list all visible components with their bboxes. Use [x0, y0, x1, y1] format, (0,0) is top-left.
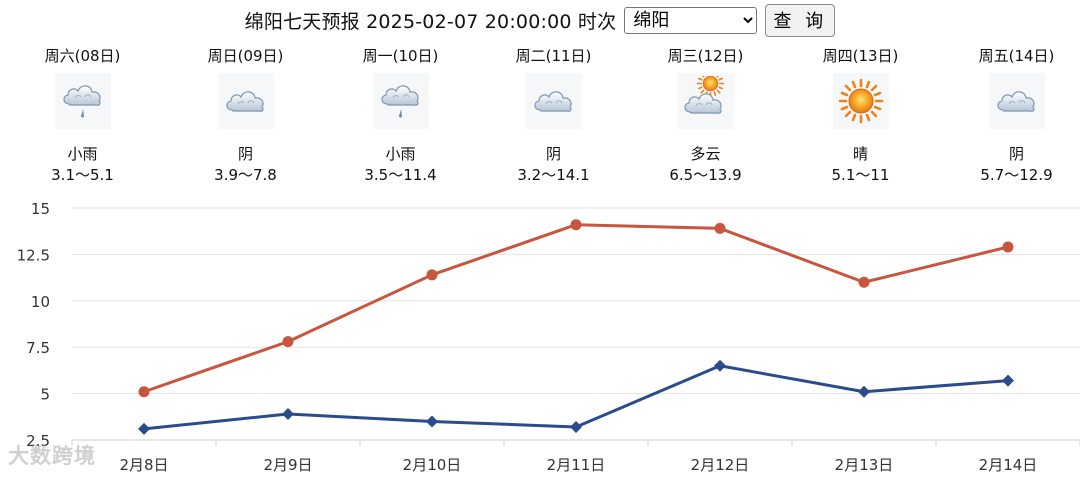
temp-range: 3.1～5.1	[51, 166, 114, 184]
low-temp-point	[138, 422, 150, 435]
x-tick-label: 2月10日	[403, 456, 462, 474]
light-rain-icon	[372, 73, 429, 129]
watermark: 大数跨境	[8, 444, 96, 468]
temp-range: 6.5～13.9	[669, 166, 742, 184]
day-label: 周一(10日)	[362, 47, 439, 65]
sun-icon	[832, 73, 889, 129]
y-tick-label: 2.5	[26, 432, 50, 450]
forecast-day: 周六(08日) 小雨 3.1～5.1	[11, 40, 154, 185]
low-temp-point	[858, 385, 870, 398]
temp-range: 5.1～11	[831, 166, 890, 184]
forecast-day: 周四(13日) 晴 5.1～11	[789, 40, 932, 185]
condition-text: 小雨	[67, 145, 98, 163]
forecast-day: 周三(12日) 多云 6.5～13.9	[634, 40, 777, 185]
y-tick-label: 15	[31, 200, 50, 218]
x-tick-label: 2月8日	[119, 456, 168, 474]
forecast-day: 周五(14日) 阴 5.7～12.9	[945, 40, 1080, 185]
day-label: 周五(14日)	[978, 47, 1055, 65]
condition-text: 多云	[690, 145, 721, 163]
day-label: 周六(08日)	[44, 47, 121, 65]
forecast-strip: 周六(08日) 小雨 3.1～5.1 周日(09日) 阴 3.9～7.8 周一(…	[0, 40, 1080, 190]
overcast-icon	[525, 73, 582, 129]
temperature-chart-svg: 15 12.5 10 7.5 5 2.5 2月8日 2月9日 2月10日 2月11日 2月12日 2月…	[17, 200, 1080, 474]
low-temp-line	[143, 364, 1009, 431]
day-label: 周二(11日)	[515, 47, 592, 65]
low-temp-point	[282, 408, 294, 421]
low-temp-point	[426, 415, 438, 428]
condition-text: 阴	[545, 145, 561, 163]
high-temp-point	[570, 219, 582, 231]
query-button[interactable]: 查 询	[765, 3, 836, 37]
condition-text: 小雨	[385, 145, 416, 163]
y-tick-label: 7.5	[26, 339, 50, 357]
overcast-icon	[217, 73, 274, 129]
low-temp-point	[714, 359, 726, 372]
y-tick-label: 5	[40, 386, 50, 404]
temp-range: 5.7～12.9	[980, 166, 1053, 184]
forecast-day: 周二(11日) 阴 3.2～14.1	[482, 40, 625, 185]
page-title: 绵阳七天预报 2025-02-07 20:00:00 时次	[244, 10, 617, 33]
condition-text: 阴	[237, 145, 253, 163]
partly-cloudy-icon	[677, 73, 734, 129]
x-tick-label: 2月12日	[691, 456, 750, 474]
overcast-icon	[988, 73, 1045, 129]
x-tick-label: 2月14日	[979, 456, 1038, 474]
high-temp-point	[714, 222, 726, 234]
day-label: 周三(12日)	[667, 47, 744, 65]
high-temp-point	[858, 276, 870, 288]
high-temp-point	[1002, 241, 1014, 253]
day-label: 周四(13日)	[822, 47, 899, 65]
forecast-day: 周一(10日) 小雨 3.5～11.4	[329, 40, 472, 185]
high-temp-line	[143, 223, 1009, 394]
header: 绵阳七天预报 2025-02-07 20:00:00 时次 绵阳 查 询	[0, 0, 1080, 40]
city-select[interactable]: 绵阳	[624, 6, 758, 34]
y-tick-label: 10	[31, 293, 50, 311]
light-rain-icon	[54, 73, 111, 129]
low-temp-point	[1002, 374, 1014, 387]
condition-text: 阴	[1008, 145, 1024, 163]
temp-range: 3.5～11.4	[364, 166, 437, 184]
high-temp-point	[426, 269, 438, 281]
y-tick-label: 12.5	[17, 246, 50, 264]
high-temp-point	[138, 386, 150, 398]
day-label: 周日(09日)	[207, 47, 284, 65]
x-tick-label: 2月11日	[547, 456, 606, 474]
temp-range: 3.2～14.1	[517, 166, 590, 184]
high-temp-point	[282, 336, 294, 348]
temperature-chart: 15 12.5 10 7.5 5 2.5 2月8日 2月9日 2月10日 2月11日 2月12日 2月…	[0, 190, 1080, 476]
low-temp-point	[570, 421, 582, 434]
x-tick-label: 2月9日	[263, 456, 312, 474]
x-tick-label: 2月13日	[835, 456, 894, 474]
forecast-day: 周日(09日) 阴 3.9～7.8	[174, 40, 317, 185]
temp-range: 3.9～7.8	[214, 166, 277, 184]
condition-text: 晴	[852, 145, 868, 163]
